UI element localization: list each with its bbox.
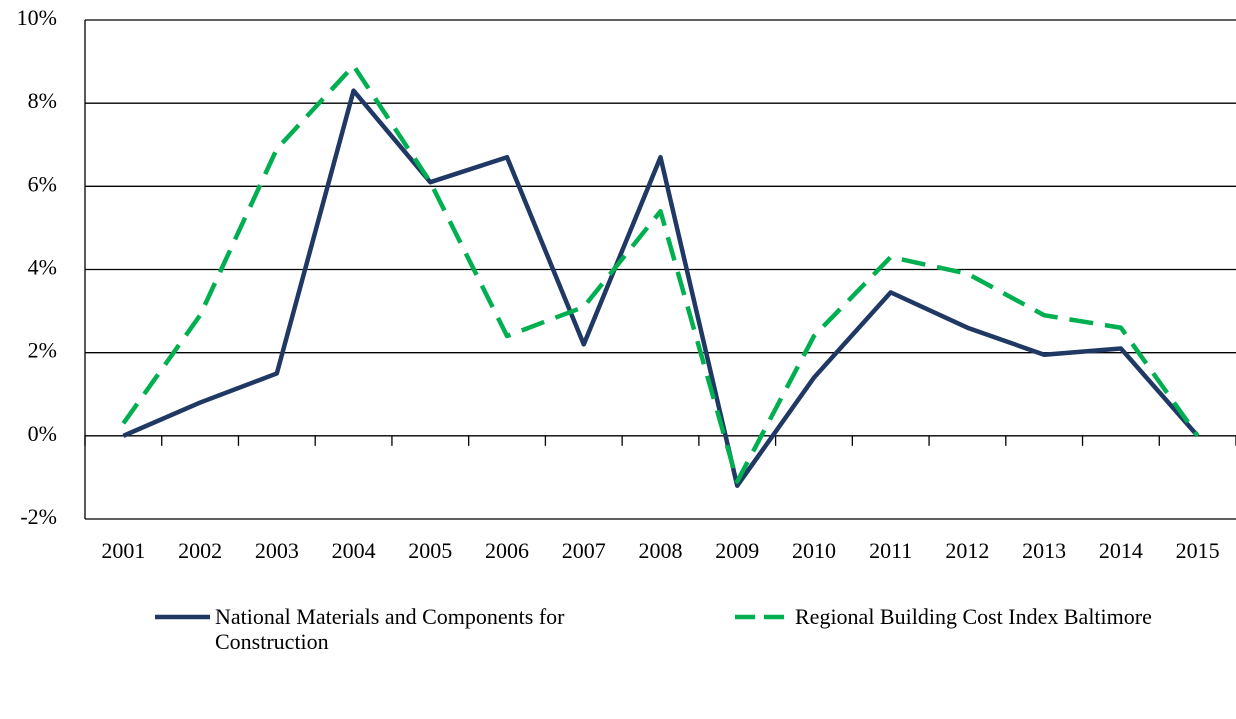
series-line	[121, 63, 1200, 484]
x-tick-label: 2003	[255, 538, 299, 563]
x-tick-label: 2005	[408, 538, 452, 563]
x-tick-label: 2010	[792, 538, 836, 563]
x-tick-label: 2008	[639, 538, 683, 563]
x-tick-label: 2015	[1176, 538, 1220, 563]
x-tick-label: 2007	[562, 538, 606, 563]
x-tick-label: 2006	[485, 538, 529, 563]
x-tick-label: 2004	[332, 538, 376, 563]
x-tick-label: 2009	[715, 538, 759, 563]
y-tick-label: 10%	[17, 5, 57, 30]
y-tick-label: 4%	[28, 255, 57, 280]
y-tick-label: 2%	[28, 338, 57, 363]
y-tick-label: 6%	[28, 171, 57, 196]
x-tick-label: 2013	[1022, 538, 1066, 563]
x-tick-label: 2011	[869, 538, 912, 563]
legend-label: Regional Building Cost Index Baltimore	[795, 604, 1152, 629]
x-tick-label: 2002	[178, 538, 222, 563]
x-tick-label: 2001	[101, 538, 145, 563]
x-tick-label: 2014	[1099, 538, 1143, 563]
y-tick-label: 8%	[28, 88, 57, 113]
x-tick-label: 2012	[945, 538, 989, 563]
y-tick-label: 0%	[28, 421, 57, 446]
series-line	[122, 88, 1200, 488]
legend-label: National Materials and Components for Co…	[215, 604, 565, 654]
y-tick-label: -2%	[20, 504, 57, 529]
